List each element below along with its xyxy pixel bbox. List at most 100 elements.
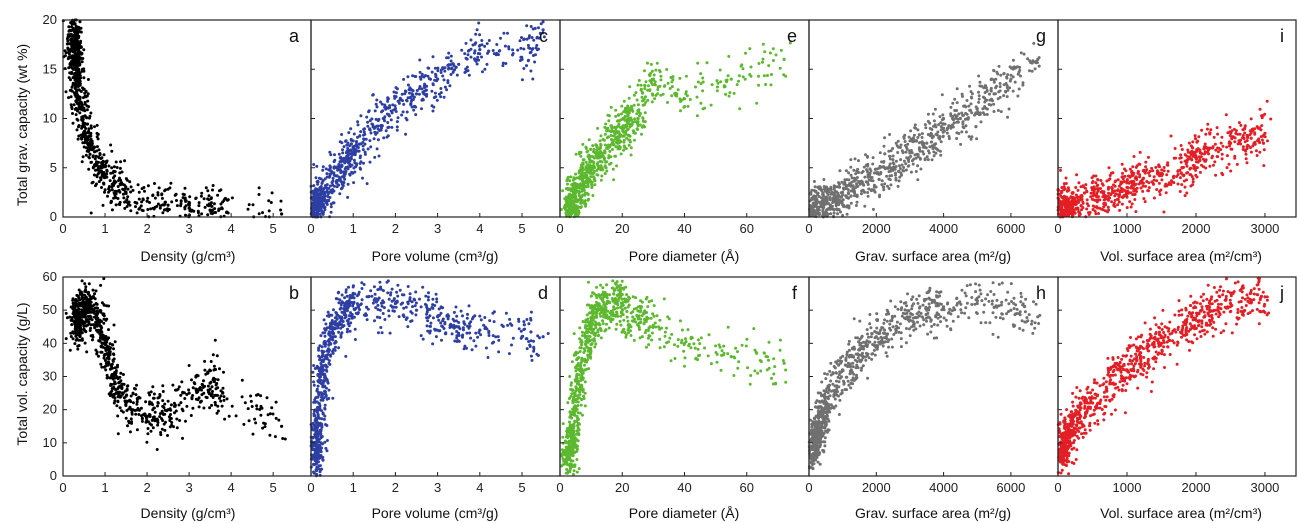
panel-d-data-point — [372, 298, 376, 302]
panel-f-data-point — [580, 358, 584, 362]
panel-g-data-point — [857, 180, 862, 185]
panel-b-x-tick-label: 2 — [143, 480, 150, 495]
panel-i-x-tick-label: 3000 — [1250, 221, 1279, 236]
panel-b-x-tick-label: 1 — [101, 480, 108, 495]
panel-g-data-point — [958, 116, 963, 121]
panel-f-letter: f — [792, 283, 798, 303]
panel-a-y-tick-label: 15 — [43, 61, 57, 76]
panel-i-data-point — [1208, 146, 1212, 150]
panel-a-x-tick-label: 4 — [228, 221, 235, 236]
panel-h-data-point — [975, 301, 979, 306]
panel-i-data-point — [1090, 197, 1095, 201]
panel-h-x-tick-label: 0 — [805, 480, 812, 495]
row-2-y-axis-label: Total vol. capacity (g/L) — [14, 302, 30, 445]
panel-g-points — [808, 41, 1041, 219]
col-1-row-1-x-axis-label: Density (g/cm³) — [141, 248, 236, 264]
panel-a-data-point — [82, 121, 86, 125]
panel-d-data-point — [393, 301, 397, 306]
panel-d-letter: d — [538, 283, 548, 303]
panel-j-data-point — [1139, 355, 1143, 359]
col-5-row-1-x-axis-label: Vol. surface area (m²/cm³) — [1100, 248, 1262, 264]
panel-f-data-point — [782, 361, 786, 365]
panel-b-data-point — [111, 374, 115, 379]
panel-h-data-point — [817, 424, 821, 428]
panel-c-x-tick-label: 4 — [476, 221, 483, 236]
panel-j-data-point — [1070, 424, 1074, 428]
panel-d-data-point — [317, 408, 321, 412]
panel-g-data-point — [925, 141, 929, 145]
panel-e: 0 20 40 60 e — [556, 19, 810, 236]
panel-f-data-point — [595, 308, 600, 312]
panel-d-data-point — [436, 315, 440, 319]
panel-b-x-tick-label: 4 — [228, 480, 235, 495]
panel-b-y-tick-label: 50 — [43, 302, 57, 317]
panel-f-data-point — [682, 341, 687, 345]
panel-i-x-tick-label: 0 — [1054, 221, 1061, 236]
panel-h-data-point — [925, 308, 929, 312]
panel-j-data-point — [1228, 301, 1233, 306]
panel-a-y-tick-label: 0 — [50, 209, 57, 224]
row-1-y-axis-label: Total grav. capacity (wt %) — [14, 44, 30, 206]
panel-i-data-point — [1139, 180, 1143, 185]
panel-d-data-point — [478, 328, 482, 332]
panel-h-data-point — [810, 447, 815, 452]
panel-b-data-point — [103, 341, 107, 345]
panel-b-data-point — [166, 408, 170, 412]
panel-d-x-tick-label: 5 — [518, 480, 525, 495]
panel-d-data-point — [414, 308, 419, 312]
panel-g-x-tick-label: 6000 — [996, 221, 1025, 236]
panel-b-y-tick-label: 10 — [43, 435, 57, 450]
panel-c-data-point — [520, 57, 524, 62]
panel-b-y-tick-label: 0 — [50, 468, 57, 483]
panel-d-x-tick-label: 2 — [392, 480, 399, 495]
panel-i-data-point — [1159, 174, 1164, 178]
panel-g-data-point — [841, 190, 845, 194]
panel-c-x-tick-label: 2 — [392, 221, 399, 236]
panel-c: 0 1 2 3 4 5 c — [307, 19, 561, 236]
panel-a-data-point — [145, 199, 149, 203]
panel-g-data-point — [1009, 77, 1013, 81]
panel-d-data-point — [457, 325, 461, 329]
panel-d: 0 1 2 3 4 5 d — [307, 276, 561, 495]
panel-a-data-point — [86, 141, 90, 145]
panel-a-y-tick-label: 10 — [43, 111, 57, 126]
panel-a-y-tick-label: 5 — [50, 160, 57, 175]
panel-b-y-tick-label: 30 — [43, 369, 57, 384]
panel-d-data-point — [520, 335, 524, 339]
panel-d-x-tick-label: 3 — [434, 480, 441, 495]
panel-g-data-point — [874, 171, 878, 175]
panel-f-data-point — [589, 325, 593, 329]
panel-c-data-point — [330, 180, 334, 185]
panel-c-data-point — [478, 48, 482, 52]
panel-a-x-tick-label: 1 — [101, 221, 108, 236]
panel-f-x-tick-label: 20 — [615, 480, 629, 495]
panel-b-y-tick-label: 20 — [43, 402, 57, 417]
panel-j-data-point — [1159, 341, 1164, 345]
panel-j: 0 1000 2000 3000 j — [1054, 276, 1297, 495]
panel-c-data-point — [436, 77, 440, 81]
panel-d-points — [309, 279, 550, 478]
panel-i-letter: i — [1280, 26, 1284, 46]
panel-a-data-point — [74, 52, 78, 57]
panel-f-data-point — [651, 325, 656, 329]
panel-g-data-point — [824, 200, 828, 204]
panel-e-frame — [559, 19, 810, 218]
panel-b-data-point — [95, 315, 99, 319]
panel-g-data-point — [891, 161, 895, 165]
panel-j-data-point — [1180, 328, 1184, 332]
panel-c-data-point — [343, 161, 347, 165]
panel-a-data-point — [95, 161, 99, 165]
panel-h-data-point — [908, 315, 912, 319]
panel-g-data-point — [810, 210, 815, 214]
panel-j-x-tick-label: 0 — [1054, 480, 1061, 495]
panel-d-data-point — [541, 335, 545, 339]
panel-b-data-point — [145, 414, 149, 418]
panel-a-x-tick-label: 2 — [143, 221, 150, 236]
panel-b-data-point — [221, 391, 225, 395]
panel-c-data-point — [351, 151, 355, 155]
panel-f-data-point — [574, 408, 578, 412]
col-3-row-1-x-axis-label: Pore diameter (Å) — [629, 248, 739, 264]
panel-c-data-point — [311, 212, 315, 216]
panel-f-data-point — [729, 355, 733, 359]
panel-h-data-point — [942, 305, 946, 309]
